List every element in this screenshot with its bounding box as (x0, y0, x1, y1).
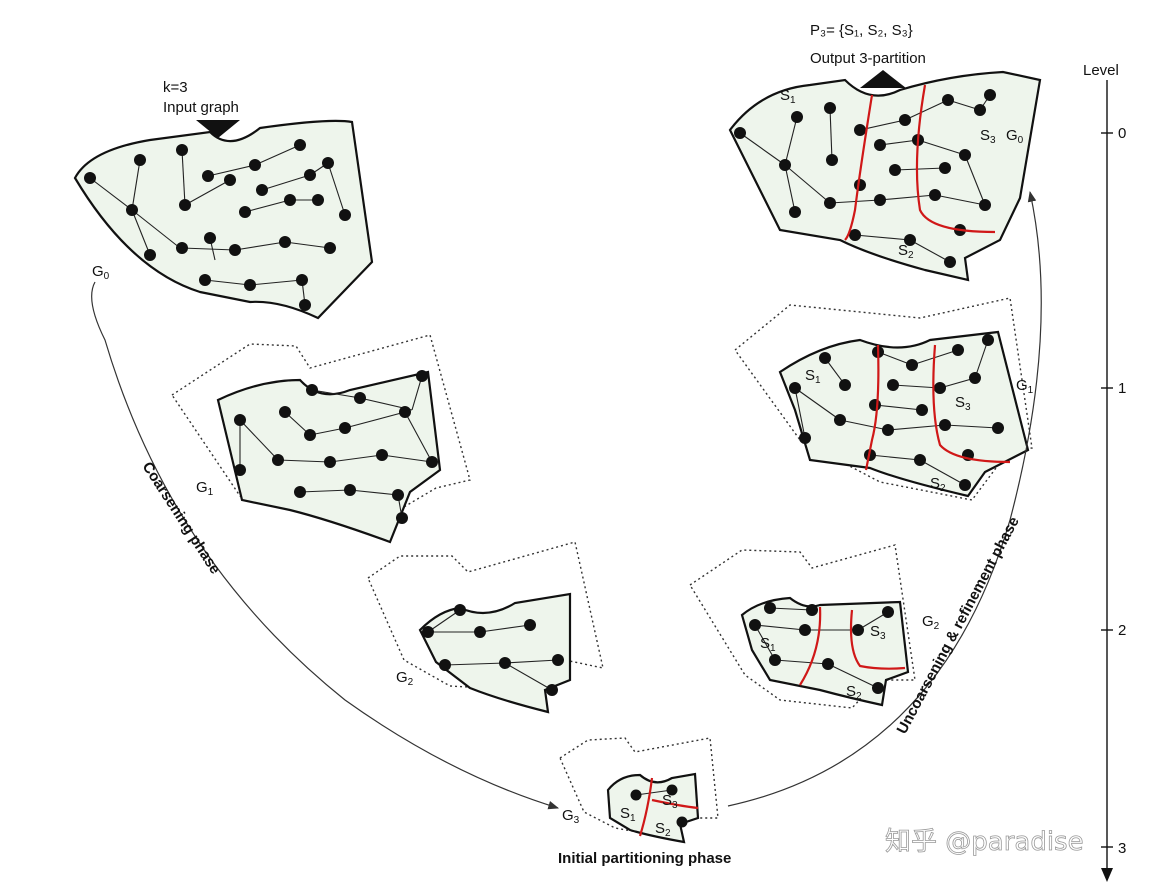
input-pointer-icon (196, 120, 240, 138)
g0-right-label: G0 (1006, 127, 1024, 146)
g2-s2-label: S2 (846, 683, 862, 702)
g2-left-label: G2 (396, 669, 414, 688)
initial-phase-label: Initial partitioning phase (558, 850, 731, 867)
g3-s3-label: S3 (662, 792, 678, 811)
refined-graph-g1: S1 S3 S2 (734, 297, 1033, 501)
g1-left-label: G1 (196, 479, 214, 498)
uncoarsening-arrow (727, 190, 1042, 807)
g1-s2-label: S2 (930, 475, 946, 494)
input-graph-g0 (73, 119, 374, 320)
g0-s3-label: S3 (980, 127, 996, 146)
g3-label: G3 (562, 807, 580, 826)
refined-graph-g2: S1 S3 S2 (689, 544, 916, 709)
coarse-graph-g2 (367, 541, 604, 714)
coarsening-phase-label: Coarsening phase (139, 459, 224, 577)
g2-s3-label: S3 (870, 623, 886, 642)
coarse-graph-g1 (171, 334, 471, 544)
level-tick-1: 1 (1118, 380, 1126, 397)
g2-right-label: G2 (922, 613, 940, 632)
level-axis: Level 0 1 2 3 (1083, 62, 1126, 882)
g1-right-label: G1 (1016, 377, 1034, 396)
coarsest-graph-g3: S3 S1 S2 (559, 737, 719, 844)
output-pointer-icon (860, 70, 906, 88)
g0-s2-label: S2 (898, 242, 914, 261)
level-axis-arrow-icon (1101, 868, 1113, 882)
g0-left-label: G0 (92, 263, 110, 282)
level-tick-3: 3 (1118, 840, 1126, 857)
g1-s1-label: S1 (805, 367, 821, 386)
g0-s1-label: S1 (780, 87, 796, 106)
watermark-text: 知乎 @paradise (885, 827, 1084, 857)
partition-set-label: P₃= {S₁, S₂, S₃} (810, 22, 913, 39)
k-label: k=3 (163, 79, 188, 96)
input-graph-label: Input graph (163, 99, 239, 116)
level-tick-2: 2 (1118, 622, 1126, 639)
coarsening-arrow (91, 281, 560, 810)
g1-s3-label: S3 (955, 394, 971, 413)
g3-s2-label: S2 (655, 820, 671, 839)
level-tick-0: 0 (1118, 125, 1126, 142)
g3-s1-label: S1 (620, 805, 636, 824)
uncoarsening-phase-label: Uncoarsening & refinement phase (894, 514, 1023, 737)
output-partition-label: Output 3-partition (810, 50, 926, 67)
level-axis-title: Level (1083, 62, 1119, 79)
output-graph-g0: S1 S3 S2 (728, 70, 1042, 282)
g2-s1-label: S1 (760, 635, 776, 654)
